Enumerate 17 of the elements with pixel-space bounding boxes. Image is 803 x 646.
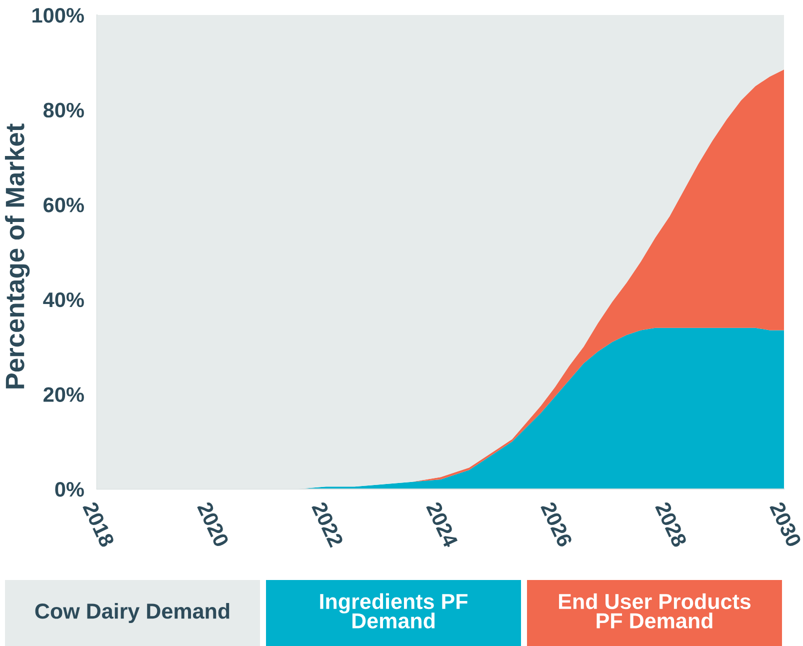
y-tick-label: 100% bbox=[32, 8, 84, 23]
text: Ingredients PF Demand bbox=[320, 593, 468, 628]
y-tick-label: 0% bbox=[55, 482, 84, 497]
x-tick-label: 2018 bbox=[82, 501, 115, 548]
y-tick-label: 60% bbox=[44, 198, 84, 212]
x-tick-label: 2026 bbox=[540, 501, 573, 548]
text: End User Products PF Demand bbox=[559, 593, 751, 628]
x-tick-label: 2022 bbox=[311, 501, 344, 548]
y-tick-label: 80% bbox=[43, 102, 84, 118]
y-axis-title: Percentage of Market bbox=[4, 124, 30, 388]
y-tick-label: 40% bbox=[43, 292, 84, 308]
x-tick-label: 2020 bbox=[196, 501, 230, 548]
x-tick-label: 2024 bbox=[426, 501, 459, 548]
x-tick-label: 2028 bbox=[654, 501, 688, 548]
y-tick-label: 20% bbox=[44, 387, 84, 402]
x-tick-label: 2030 bbox=[769, 501, 802, 548]
text: Cow Dairy Demand bbox=[35, 602, 230, 624]
